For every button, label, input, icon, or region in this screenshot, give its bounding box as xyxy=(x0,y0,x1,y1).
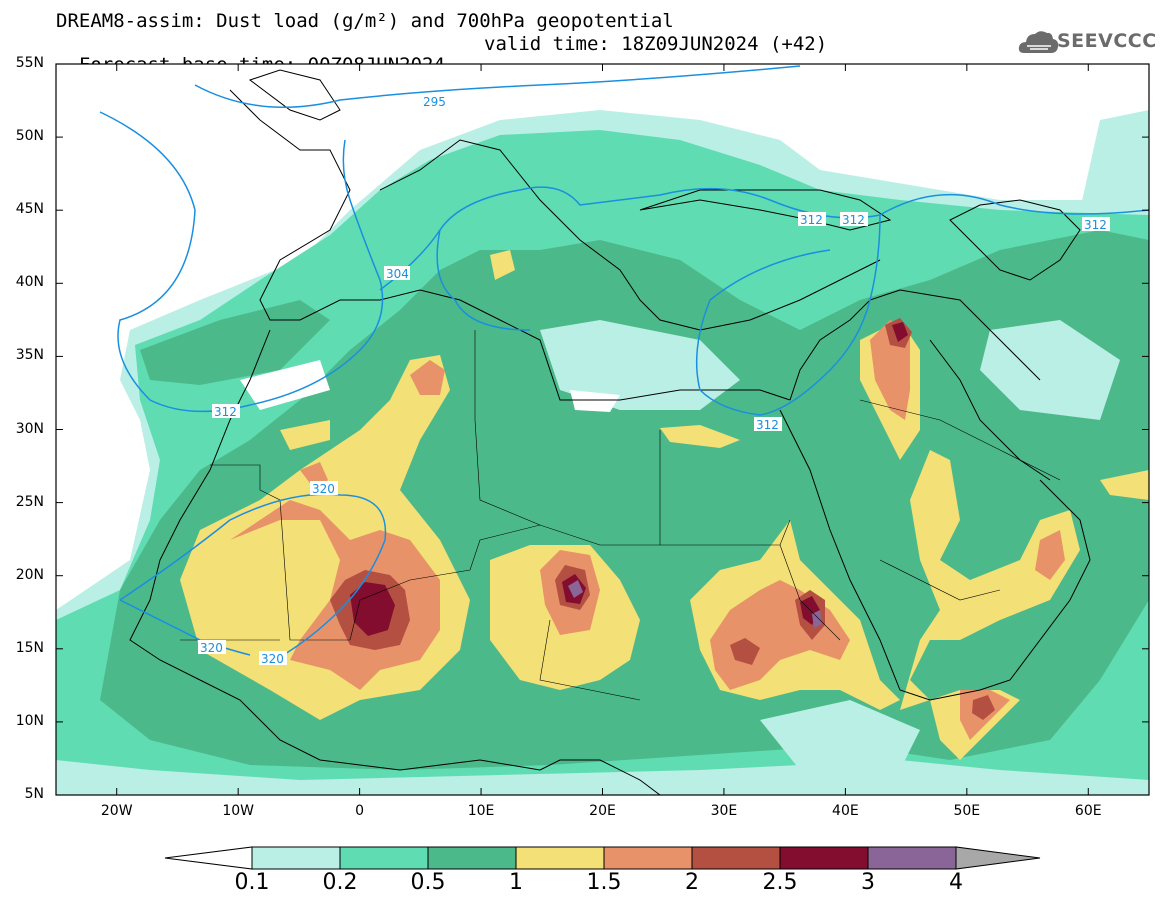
map-title: DREAM8-assim: Dust load (g/m²) and 700hP… xyxy=(56,10,674,32)
lat-tick-label: 55N xyxy=(15,55,44,71)
colorbar-swatch xyxy=(427,846,517,870)
colorbar-label: 0.1 xyxy=(234,870,270,895)
dust-field: 295 304 312 312 312 312 312 320 320 320 xyxy=(56,64,1149,795)
dust-region-darkred xyxy=(350,582,395,636)
dust-region-darkgreen xyxy=(140,300,330,385)
lon-tick-label: 20E xyxy=(589,803,616,819)
svg-text:304: 304 xyxy=(386,267,409,281)
colorbar-label: 2.5 xyxy=(762,870,798,895)
dust-region-light xyxy=(1080,110,1149,210)
coastlines xyxy=(129,69,1091,795)
logo-text: SEEVCCC xyxy=(1057,30,1157,52)
dust-region-yellow xyxy=(900,450,1080,760)
low-dust-region xyxy=(980,320,1120,420)
colorbar-label: 1 xyxy=(509,870,523,895)
lon-tick-label: 60E xyxy=(1074,803,1102,819)
cloud-icon xyxy=(1018,31,1059,53)
colorbar-label: 4 xyxy=(949,870,963,895)
colorbar-label: 1.5 xyxy=(586,870,622,895)
lon-tick-label: 0 xyxy=(355,803,365,819)
lon-tick-label: 10E xyxy=(467,803,495,819)
colorbar-swatch xyxy=(867,846,957,870)
colorbar-swatch xyxy=(691,846,781,870)
lat-tick-label: 30N xyxy=(15,420,44,437)
lon-tick-label: 50E xyxy=(953,803,981,819)
valid-time: valid time: 18Z09JUN2024 (+42) xyxy=(484,33,828,55)
svg-text:312: 312 xyxy=(756,418,779,432)
lat-tick-label: 15N xyxy=(15,639,44,656)
lat-tick-label: 35N xyxy=(15,347,44,364)
dust-region-yellow xyxy=(660,425,740,448)
dust-region-yellow xyxy=(280,420,330,450)
colorbar-label: 3 xyxy=(861,870,875,895)
svg-text:320: 320 xyxy=(312,482,335,496)
contour-labels: 295 304 312 312 312 312 312 320 320 320 xyxy=(198,94,1110,666)
svg-text:312: 312 xyxy=(214,405,237,419)
dust-region-yellow xyxy=(1100,470,1149,500)
low-dust-region xyxy=(570,390,620,412)
dust-region-darkred xyxy=(892,322,908,342)
dust-region-red xyxy=(730,638,760,665)
lat-tick-label: 45N xyxy=(15,201,44,218)
lat-tick-label: 50N xyxy=(15,128,44,145)
svg-text:312: 312 xyxy=(800,213,823,227)
borders xyxy=(180,330,1061,701)
lat-tick-label: 40N xyxy=(15,274,44,291)
lat-tick-label: 25N xyxy=(15,493,44,510)
dust-region-purple xyxy=(568,580,583,598)
colorbar-swatch xyxy=(603,846,693,870)
dust-region-yellow xyxy=(490,250,515,280)
colorbar-under-triangle xyxy=(164,846,253,870)
lon-tick-label: 40E xyxy=(832,803,859,819)
low-dust-region xyxy=(240,360,330,410)
lat-tick-label: 5N xyxy=(24,786,44,802)
svg-text:312: 312 xyxy=(842,213,865,227)
lon-tick-label: 10W xyxy=(222,803,254,819)
lon-tick-label: 30E xyxy=(710,803,738,819)
axis-ticks xyxy=(56,63,1149,796)
dust-region-orange xyxy=(410,360,445,395)
lat-tick-label: 20N xyxy=(15,566,44,583)
svg-text:295: 295 xyxy=(423,95,446,109)
geopotential-contours xyxy=(99,65,1149,661)
lon-tick-label: 20W xyxy=(100,803,133,819)
lat-tick-label: 10N xyxy=(15,712,44,729)
svg-text:320: 320 xyxy=(200,641,223,655)
colorbar-swatch xyxy=(779,846,869,870)
dust-region-red xyxy=(972,695,995,720)
colorbar-swatch xyxy=(251,846,341,870)
colorbar-label: 0.5 xyxy=(410,870,446,895)
colorbar xyxy=(164,846,1041,870)
low-dust-region xyxy=(760,700,920,770)
colorbar-label: 0.2 xyxy=(322,870,358,895)
colorbar-swatch xyxy=(339,846,429,870)
dust-region-orange xyxy=(1035,530,1065,580)
colorbar-label: 2 xyxy=(685,870,699,895)
svg-text:320: 320 xyxy=(261,652,284,666)
colorbar-over-triangle xyxy=(955,846,1041,870)
colorbar-swatch xyxy=(515,846,605,870)
svg-text:312: 312 xyxy=(1084,218,1107,232)
low-dust-region xyxy=(540,320,740,410)
